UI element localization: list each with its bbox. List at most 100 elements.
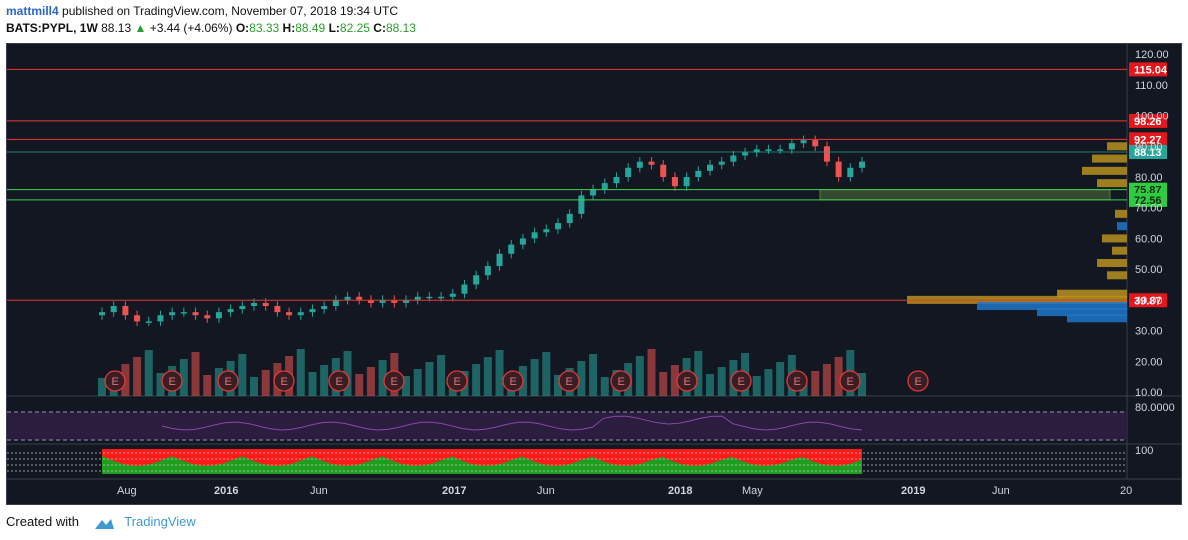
volume-bar bbox=[144, 350, 153, 396]
candle-body bbox=[332, 299, 339, 306]
volume-profile-bar bbox=[1107, 271, 1127, 280]
candle-body bbox=[613, 177, 620, 184]
earnings-marker-label: E bbox=[618, 376, 625, 388]
candle-body bbox=[99, 312, 105, 316]
support-zone bbox=[819, 189, 1111, 201]
volume-bar bbox=[191, 352, 200, 396]
candle-body bbox=[519, 238, 526, 245]
volume-bar bbox=[413, 369, 422, 396]
time-axis-label: Aug bbox=[117, 485, 137, 497]
low-label: L: bbox=[328, 21, 340, 35]
earnings-marker bbox=[104, 370, 126, 392]
candle-body bbox=[262, 302, 269, 306]
candle-body bbox=[859, 161, 865, 168]
earnings-marker-label: E bbox=[915, 376, 922, 388]
volume-bar bbox=[250, 377, 258, 396]
volume-bar bbox=[238, 354, 247, 396]
candle-body bbox=[309, 309, 316, 313]
price-tick-label: 120.00 bbox=[1135, 49, 1169, 61]
level-tag bbox=[1129, 62, 1167, 77]
volume-bar bbox=[179, 359, 188, 396]
volume-bar bbox=[659, 372, 668, 396]
volume-bar bbox=[483, 357, 492, 396]
volume-bar bbox=[822, 364, 831, 396]
earnings-marker-label: E bbox=[281, 376, 288, 388]
time-axis-label: Jun bbox=[992, 485, 1010, 497]
level-tag-label: 92.27 bbox=[1134, 134, 1162, 146]
candle-body bbox=[753, 149, 760, 153]
rsi-line bbox=[161, 415, 863, 431]
up-arrow-icon: ▲ bbox=[134, 21, 147, 35]
candle-body bbox=[122, 306, 129, 316]
candle-body bbox=[648, 161, 655, 165]
candle-body bbox=[180, 312, 187, 314]
candle-body bbox=[484, 266, 491, 276]
volume-bar bbox=[355, 374, 364, 396]
volume-bar bbox=[834, 357, 843, 396]
level-tag bbox=[1129, 293, 1167, 308]
candle-body bbox=[134, 315, 141, 322]
candle-body bbox=[636, 161, 643, 168]
earnings-marker-label: E bbox=[225, 376, 232, 388]
candle-body bbox=[566, 213, 573, 224]
volume-bar bbox=[635, 356, 644, 396]
volume-bar bbox=[203, 375, 212, 396]
high-label: H: bbox=[282, 21, 296, 35]
volume-bar bbox=[308, 372, 317, 396]
price-tick-label: 90.00 bbox=[1135, 141, 1163, 153]
open-value: 83.33 bbox=[249, 21, 280, 35]
volume-profile-bar bbox=[977, 302, 1127, 310]
earnings-marker-label: E bbox=[794, 376, 801, 388]
earnings-marker bbox=[328, 370, 350, 392]
volume-bar bbox=[811, 371, 820, 396]
earnings-marker bbox=[383, 370, 405, 392]
chart-header: mattmill4 published on TradingView.com, … bbox=[6, 3, 1176, 39]
rsi-value-label: 80.0000 bbox=[1135, 402, 1175, 414]
candle-body bbox=[286, 312, 293, 316]
candle-body bbox=[227, 309, 234, 313]
indicator-value-label: 100 bbox=[1135, 445, 1153, 457]
candle-body bbox=[812, 140, 819, 147]
candle-body bbox=[660, 164, 667, 177]
volume-profile-bar bbox=[1097, 179, 1127, 188]
volume-profile-bar bbox=[1115, 209, 1127, 218]
volume-bar bbox=[98, 378, 106, 396]
candle-body bbox=[847, 167, 854, 177]
volume-profile-bar bbox=[1112, 246, 1127, 255]
volume-bar bbox=[858, 373, 866, 396]
volume-bar bbox=[437, 355, 446, 396]
volume-bar bbox=[589, 354, 598, 396]
last-price-tag bbox=[1129, 145, 1167, 160]
chart-area[interactable]: 115.04 98.26 92.27 75.87 72.56 39.87 88.13 120.… bbox=[6, 43, 1182, 505]
candle-body bbox=[590, 189, 597, 196]
author-link[interactable]: mattmill4 bbox=[6, 4, 59, 18]
volume-bar bbox=[156, 373, 165, 396]
volume-bar bbox=[764, 369, 773, 396]
price-tick-label: 10.00 bbox=[1135, 387, 1163, 399]
candle-body bbox=[367, 299, 374, 303]
level-tag-label: 115.04 bbox=[1134, 64, 1168, 76]
volume-bar bbox=[495, 350, 504, 396]
candle-body bbox=[531, 232, 538, 239]
volume-profile-bar bbox=[1092, 154, 1127, 163]
price-chart[interactable]: 115.0498.2692.2775.8772.5639.8788.13120.… bbox=[7, 44, 1181, 504]
earnings-marker-label: E bbox=[847, 376, 854, 388]
close-value: 88.13 bbox=[385, 21, 416, 35]
last-price: 88.13 bbox=[101, 21, 132, 35]
candle-body bbox=[555, 223, 561, 230]
time-axis-label: 2018 bbox=[668, 485, 692, 497]
candle-body bbox=[671, 177, 678, 187]
volume-profile-bar bbox=[1117, 222, 1127, 231]
low-value: 82.25 bbox=[339, 21, 370, 35]
candle-body bbox=[695, 170, 702, 177]
earnings-marker-label: E bbox=[391, 376, 398, 388]
tradingview-link[interactable]: TradingView bbox=[124, 514, 196, 529]
earnings-marker-label: E bbox=[336, 376, 343, 388]
volume-bar bbox=[776, 362, 785, 396]
earnings-marker bbox=[786, 370, 808, 392]
volume-bar bbox=[600, 377, 609, 396]
candle-body bbox=[356, 296, 363, 300]
volume-bar bbox=[261, 370, 270, 396]
volume-bar bbox=[133, 357, 142, 396]
volume-bar bbox=[402, 376, 410, 396]
